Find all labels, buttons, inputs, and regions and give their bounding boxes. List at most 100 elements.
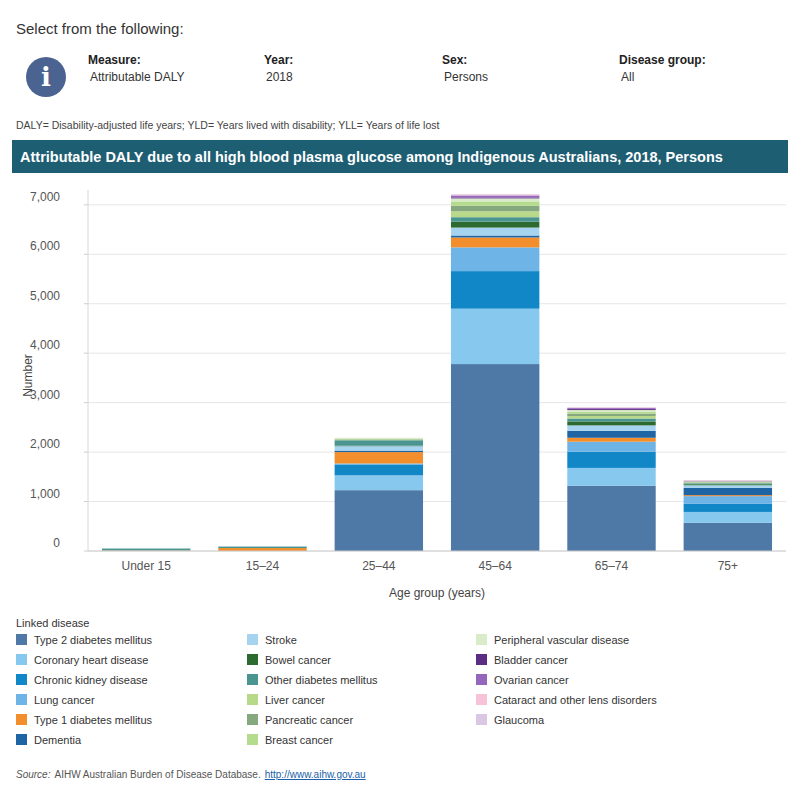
filter-label: Disease group: [619,53,706,67]
y-tick [84,452,88,453]
legend-swatch [476,654,487,665]
bar-segment [451,222,539,228]
bar-segment [102,548,190,549]
grid-line [88,353,786,354]
source-line: Source:AIHW Australian Burden of Disease… [16,769,366,780]
grid-line [88,501,786,502]
bar-segment [451,211,539,217]
y-tick-label: 4,000 [30,338,60,352]
bar-segment [567,421,655,425]
y-tick-label: 0 [53,536,60,550]
legend-swatch [16,734,27,745]
y-tick [84,254,88,255]
grid-line [88,402,786,403]
bar-segment [335,439,423,440]
legend-swatch [16,654,27,665]
bar-segment [567,407,655,408]
y-tick [84,501,88,502]
bar-segment [451,206,539,211]
bar-segment [218,546,306,547]
legend-swatch [16,694,27,705]
bar-segment [567,409,655,411]
bar-segment [451,195,539,197]
bar-segment [218,546,306,547]
legend-swatch [247,694,258,705]
bar-segment [335,437,423,439]
bar-segment [684,480,772,481]
bar-segment [102,548,190,549]
legend-label: Bowel cancer [265,654,331,666]
grid-line [88,452,786,453]
y-axis-title: Number [21,354,35,397]
legend-swatch [247,714,258,725]
legend-label: Dementia [34,734,82,746]
bar-segment [451,198,539,201]
bar-segment [567,407,655,408]
bar-segment [335,437,423,438]
bar-segment [335,438,423,439]
filter-value: Attributable DALY [90,70,185,84]
grid-line [88,303,786,304]
bar-segment [218,546,306,547]
bar-segment [567,486,655,551]
legend-label: Bladder cancer [494,654,568,666]
bar-segment [684,523,772,551]
bar-segment [684,512,772,523]
bar-segment [335,437,423,438]
bar-segment [567,412,655,414]
legend-label: Pancreatic cancer [265,714,353,726]
grid-line [88,204,786,205]
y-tick [84,402,88,403]
bar-segment [335,437,423,438]
x-axis-title: Age group (years) [389,586,485,600]
legend-swatch [16,714,27,725]
bar-segment [684,504,772,512]
bar-segment [567,416,655,418]
legend-swatch [476,694,487,705]
bar-segment [451,247,539,271]
x-tick-label: 65–74 [595,559,629,573]
title-banner [12,140,788,173]
bar-segment [451,217,539,221]
bar-segment [451,237,539,247]
bar-segment [567,414,655,416]
bar-segment [218,547,306,548]
bar-segment [567,408,655,410]
bar-segment [218,546,306,547]
legend-label: Type 1 diabetes mellitus [34,714,153,726]
bar-segment [335,464,423,475]
bar-segment [684,481,772,482]
bar-segment [335,490,423,551]
bar-segment [451,194,539,196]
bar-segment [451,309,539,364]
grid-line [88,551,786,552]
legend-swatch [476,714,487,725]
grid-line [88,254,786,255]
legend-label: Liver cancer [265,694,325,706]
x-tick-label: 75+ [718,559,738,573]
bar-segment [684,480,772,481]
bar-segment [451,228,539,236]
bar-segment [567,468,655,486]
background [0,0,800,800]
filter-label: Sex: [442,53,467,67]
y-tick-label: 2,000 [30,437,60,451]
bar-segment [102,548,190,549]
abbreviation-note: DALY= Disability-adjusted life years; YL… [16,119,440,131]
bar-segment [684,488,772,495]
bar-segment [567,431,655,438]
bar-segment [102,548,190,549]
bar-segment [335,452,423,463]
info-icon-glyph: i [41,62,51,92]
chart-title: Attributable DALY due to all high blood … [20,149,723,165]
bar-segment [684,481,772,482]
bar-segment [102,548,190,549]
bar-segment [335,451,423,452]
prompt: Select from the following: [16,20,184,37]
legend-swatch [247,734,258,745]
bar-segment [218,548,306,549]
legend-label: Lung cancer [34,694,95,706]
x-tick-label: 25–44 [362,559,396,573]
bar-segment [102,548,190,549]
x-tick-label: 15–24 [246,559,280,573]
